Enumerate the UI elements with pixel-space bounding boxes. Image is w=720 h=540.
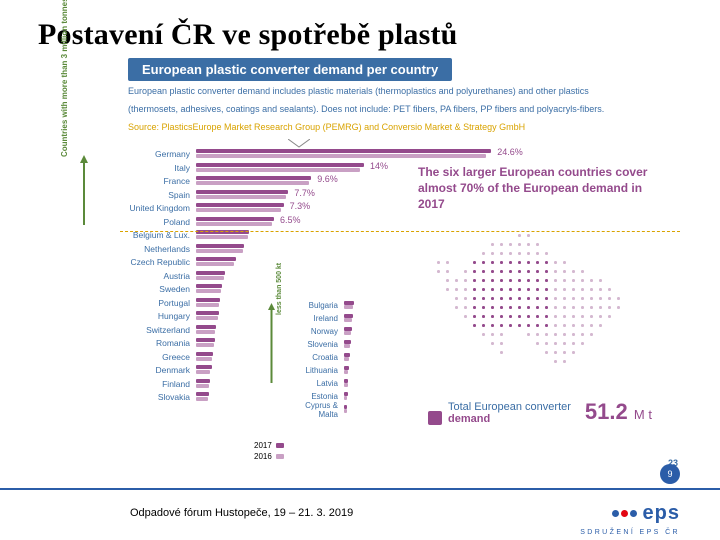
logo: eps xyxy=(612,502,680,525)
country-label: France xyxy=(124,176,196,186)
legend-2016-swatch xyxy=(276,454,284,459)
country-label: Slovenia xyxy=(284,340,344,349)
callout-text: The six larger European countries cover … xyxy=(418,165,668,212)
description-source: Source: PlasticsEurope Market Research G… xyxy=(128,121,652,133)
legend-2017-swatch xyxy=(276,443,284,448)
total-swatch xyxy=(428,411,442,425)
yaxis-label-main: Countries with more than 3 million tonne… xyxy=(60,0,69,157)
bar-row: Croatia xyxy=(284,351,434,364)
legend: 2017 2016 xyxy=(254,441,284,461)
total-value: 51.2 M t xyxy=(585,399,652,425)
country-label: United Kingdom xyxy=(124,203,196,213)
bar-value-label: 7.3% xyxy=(290,201,311,211)
europe-map xyxy=(428,225,658,385)
bar-pair xyxy=(344,392,434,401)
bar-value-label: 24.6% xyxy=(497,147,523,157)
country-label: Hungary xyxy=(124,311,196,321)
up-arrow-small-icon xyxy=(268,303,275,388)
country-label: Czech Republic xyxy=(124,257,196,267)
bar-pair xyxy=(344,366,434,375)
country-label: Poland xyxy=(124,217,196,227)
country-label: Finland xyxy=(124,379,196,389)
chart-area: Countries with more than 3 million tonne… xyxy=(68,147,682,457)
country-label: Sweden xyxy=(124,284,196,294)
country-label: Slovakia xyxy=(124,392,196,402)
bar-row: Germany 24.6% xyxy=(124,147,684,161)
logo-dots xyxy=(612,510,637,517)
bar-row: Ireland xyxy=(284,312,434,325)
bar-pair xyxy=(344,340,434,349)
country-label: Denmark xyxy=(124,365,196,375)
bar-row: Slovenia xyxy=(284,338,434,351)
bar-pair xyxy=(344,353,434,362)
country-label: Portugal xyxy=(124,298,196,308)
divider-line xyxy=(0,488,720,490)
footer-text: Odpadové fórum Hustopeče, 19 – 21. 3. 20… xyxy=(130,507,353,519)
bar-row: Latvia xyxy=(284,377,434,390)
country-label: Spain xyxy=(124,190,196,200)
page-title: Postavení ČR ve spotřebě plastů xyxy=(38,18,682,52)
up-arrow-icon xyxy=(80,155,88,230)
section-badge: European plastic converter demand per co… xyxy=(128,58,452,81)
bar-row: Norway xyxy=(284,325,434,338)
bar-value-label: 7.7% xyxy=(294,188,315,198)
bar-pair xyxy=(344,314,434,323)
bar-value-label: 6.5% xyxy=(280,215,301,225)
country-label: Cyprus & Malta xyxy=(284,401,344,419)
country-label: Croatia xyxy=(284,353,344,362)
legend-2016-label: 2016 xyxy=(254,452,272,461)
total-label: Total European converterdemand xyxy=(448,401,571,425)
description-line1: European plastic converter demand includ… xyxy=(128,85,652,97)
bar-rows-secondary: Bulgaria Ireland Norway Slovenia Croatia Lith… xyxy=(284,299,434,416)
bar-row: Cyprus & Malta xyxy=(284,403,434,416)
bar-pair xyxy=(344,301,434,310)
country-label: Norway xyxy=(284,327,344,336)
bar-row: Bulgaria xyxy=(284,299,434,312)
bar-pair xyxy=(344,379,434,388)
country-label: Ireland xyxy=(284,314,344,323)
total-demand: Total European converterdemand 51.2 M t xyxy=(428,399,652,425)
bar-value-label: 9.6% xyxy=(317,174,338,184)
bar-pair: 24.6% xyxy=(196,149,684,159)
country-label: Romania xyxy=(124,338,196,348)
bar-row: Lithuania xyxy=(284,364,434,377)
country-label: Latvia xyxy=(284,379,344,388)
bar-value-label: 14% xyxy=(370,161,388,171)
logo-text: eps xyxy=(643,502,680,525)
country-label: Netherlands xyxy=(124,244,196,254)
country-label: Austria xyxy=(124,271,196,281)
slide-badge: 9 xyxy=(660,464,680,484)
footer: Odpadové fórum Hustopeče, 19 – 21. 3. 20… xyxy=(0,492,720,534)
legend-2017-label: 2017 xyxy=(254,441,272,450)
country-label: Germany xyxy=(124,149,196,159)
country-label: Bulgaria xyxy=(284,301,344,310)
country-label: Lithuania xyxy=(284,366,344,375)
country-label: Italy xyxy=(124,163,196,173)
yaxis-label-secondary: less than 500 kt xyxy=(276,215,283,315)
country-label: Switzerland xyxy=(124,325,196,335)
country-label: Greece xyxy=(124,352,196,362)
description-line2: (thermosets, adhesives, coatings and sea… xyxy=(128,103,652,115)
logo-subtext: SDRUŽENÍ EPS ČR xyxy=(580,529,680,536)
bar-pair xyxy=(344,405,434,414)
bar-pair xyxy=(344,327,434,336)
